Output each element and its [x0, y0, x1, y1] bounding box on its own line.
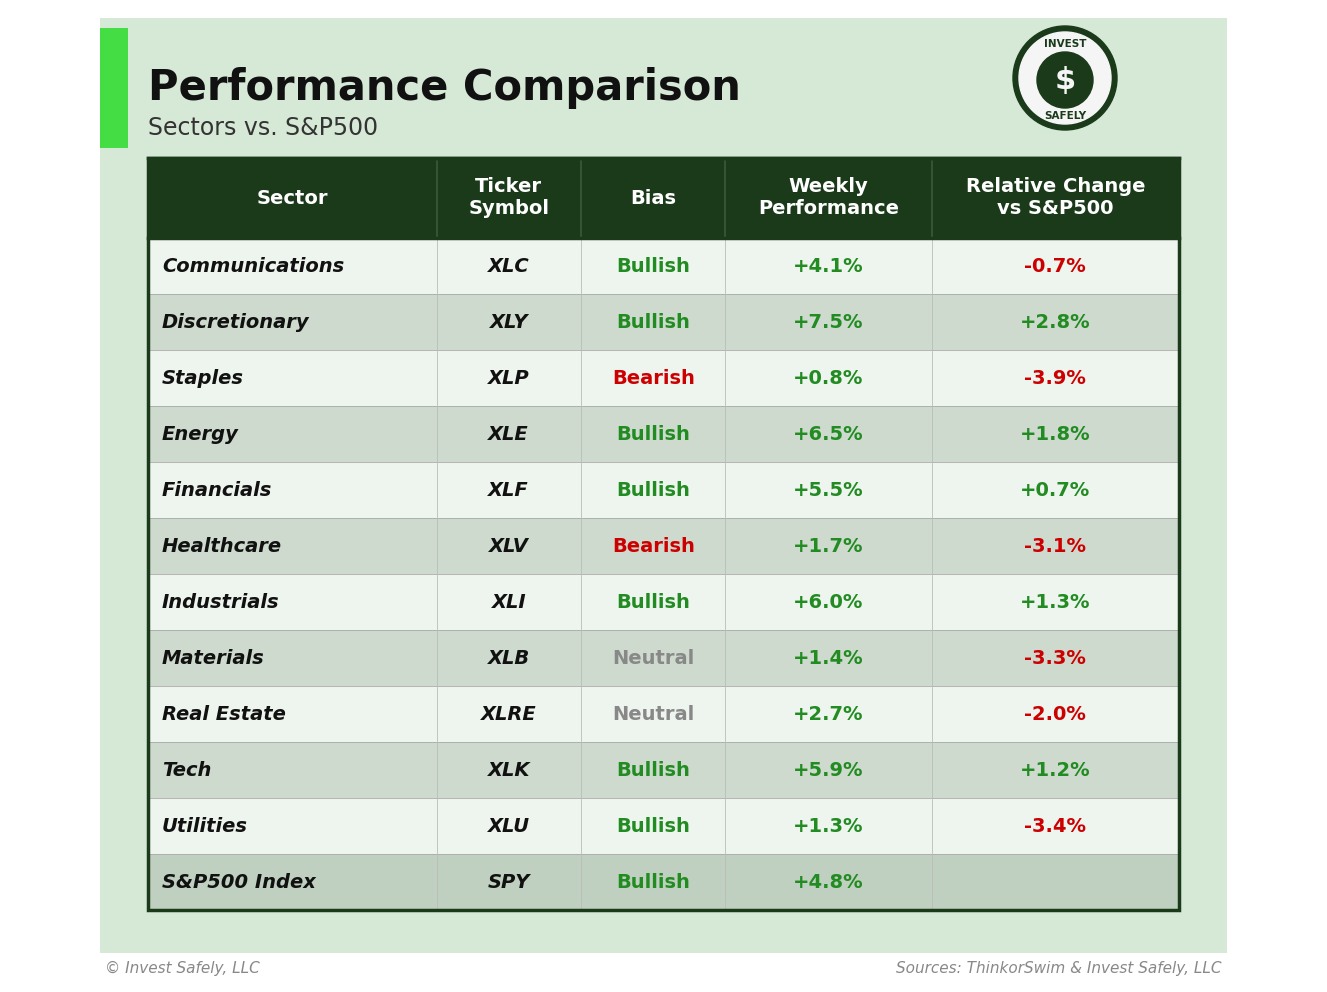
Text: Relative Change
vs S&P500: Relative Change vs S&P500 — [966, 178, 1145, 218]
Text: XLB: XLB — [488, 649, 529, 668]
Text: -3.9%: -3.9% — [1024, 368, 1087, 388]
Text: S&P500 Index: S&P500 Index — [162, 873, 316, 892]
Text: +4.1%: +4.1% — [794, 257, 864, 276]
Text: XLF: XLF — [488, 480, 529, 500]
Text: XLY: XLY — [490, 312, 528, 331]
Text: +1.4%: +1.4% — [794, 649, 864, 668]
Text: +5.5%: +5.5% — [794, 480, 864, 500]
Text: +1.3%: +1.3% — [794, 816, 864, 835]
Text: +2.7%: +2.7% — [794, 704, 864, 723]
Bar — [149, 630, 1178, 686]
Bar — [149, 574, 1178, 630]
Text: Utilities: Utilities — [162, 816, 248, 835]
Text: Bullish: Bullish — [616, 816, 690, 835]
Text: Sector: Sector — [256, 188, 328, 207]
Text: Bullish: Bullish — [616, 257, 690, 276]
Text: +5.9%: +5.9% — [794, 761, 864, 780]
Text: SPY: SPY — [487, 873, 529, 892]
Text: Industrials: Industrials — [162, 592, 280, 611]
Text: +1.8%: +1.8% — [1020, 425, 1091, 443]
Text: +4.8%: +4.8% — [794, 873, 864, 892]
Text: Discretionary: Discretionary — [162, 312, 309, 331]
Bar — [149, 158, 1178, 238]
Text: Energy: Energy — [162, 425, 239, 443]
Text: SAFELY: SAFELY — [1044, 111, 1085, 121]
Text: XLC: XLC — [488, 257, 529, 276]
Text: +6.5%: +6.5% — [794, 425, 864, 443]
Text: +6.0%: +6.0% — [794, 592, 864, 611]
Text: Bullish: Bullish — [616, 592, 690, 611]
Text: Sectors vs. S&P500: Sectors vs. S&P500 — [149, 116, 378, 140]
Bar — [149, 742, 1178, 798]
Text: +1.2%: +1.2% — [1020, 761, 1091, 780]
Bar — [149, 686, 1178, 742]
Bar — [100, 18, 1227, 953]
Text: XLP: XLP — [488, 368, 529, 388]
Text: Bullish: Bullish — [616, 425, 690, 443]
Text: -0.7%: -0.7% — [1024, 257, 1087, 276]
Text: Bullish: Bullish — [616, 761, 690, 780]
Bar — [149, 294, 1178, 350]
Bar — [149, 462, 1178, 518]
Text: Bearish: Bearish — [612, 368, 694, 388]
Text: Bullish: Bullish — [616, 480, 690, 500]
Text: Weekly
Performance: Weekly Performance — [758, 178, 898, 218]
Text: XLU: XLU — [488, 816, 529, 835]
Text: Staples: Staples — [162, 368, 244, 388]
Text: Performance Comparison: Performance Comparison — [149, 67, 740, 109]
Text: +0.7%: +0.7% — [1020, 480, 1091, 500]
Bar — [149, 406, 1178, 462]
Bar — [149, 350, 1178, 406]
Text: $: $ — [1055, 65, 1076, 94]
Text: Bearish: Bearish — [612, 537, 694, 556]
Bar — [149, 238, 1178, 294]
Text: XLK: XLK — [487, 761, 529, 780]
Text: Real Estate: Real Estate — [162, 704, 285, 723]
Text: +1.3%: +1.3% — [1020, 592, 1091, 611]
Text: Materials: Materials — [162, 649, 265, 668]
Circle shape — [1013, 26, 1117, 130]
Text: +1.7%: +1.7% — [794, 537, 864, 556]
Text: Tech: Tech — [162, 761, 211, 780]
Text: © Invest Safely, LLC: © Invest Safely, LLC — [105, 960, 260, 975]
Text: Communications: Communications — [162, 257, 344, 276]
Text: Healthcare: Healthcare — [162, 537, 283, 556]
Text: -2.0%: -2.0% — [1024, 704, 1087, 723]
Text: +7.5%: +7.5% — [794, 312, 864, 331]
Circle shape — [1019, 32, 1111, 124]
Text: Bias: Bias — [630, 188, 677, 207]
Text: INVEST: INVEST — [1044, 39, 1087, 49]
Text: -3.1%: -3.1% — [1024, 537, 1087, 556]
Text: Ticker
Symbol: Ticker Symbol — [468, 178, 549, 218]
Text: Bullish: Bullish — [616, 312, 690, 331]
Text: -3.4%: -3.4% — [1024, 816, 1087, 835]
Text: +2.8%: +2.8% — [1020, 312, 1091, 331]
Bar — [100, 28, 127, 148]
Text: Sources: ThinkorSwim & Invest Safely, LLC: Sources: ThinkorSwim & Invest Safely, LL… — [897, 960, 1222, 975]
Text: Neutral: Neutral — [612, 704, 694, 723]
Text: Neutral: Neutral — [612, 649, 694, 668]
Text: Financials: Financials — [162, 480, 272, 500]
Text: -3.3%: -3.3% — [1024, 649, 1087, 668]
Text: +0.8%: +0.8% — [794, 368, 864, 388]
Text: XLI: XLI — [491, 592, 527, 611]
Bar — [149, 158, 1178, 910]
Bar — [149, 518, 1178, 574]
Text: XLE: XLE — [488, 425, 529, 443]
Text: XLV: XLV — [488, 537, 528, 556]
Circle shape — [1036, 52, 1093, 108]
Text: XLRE: XLRE — [480, 704, 536, 723]
Bar — [149, 798, 1178, 854]
Bar — [149, 854, 1178, 910]
Text: Bullish: Bullish — [616, 873, 690, 892]
